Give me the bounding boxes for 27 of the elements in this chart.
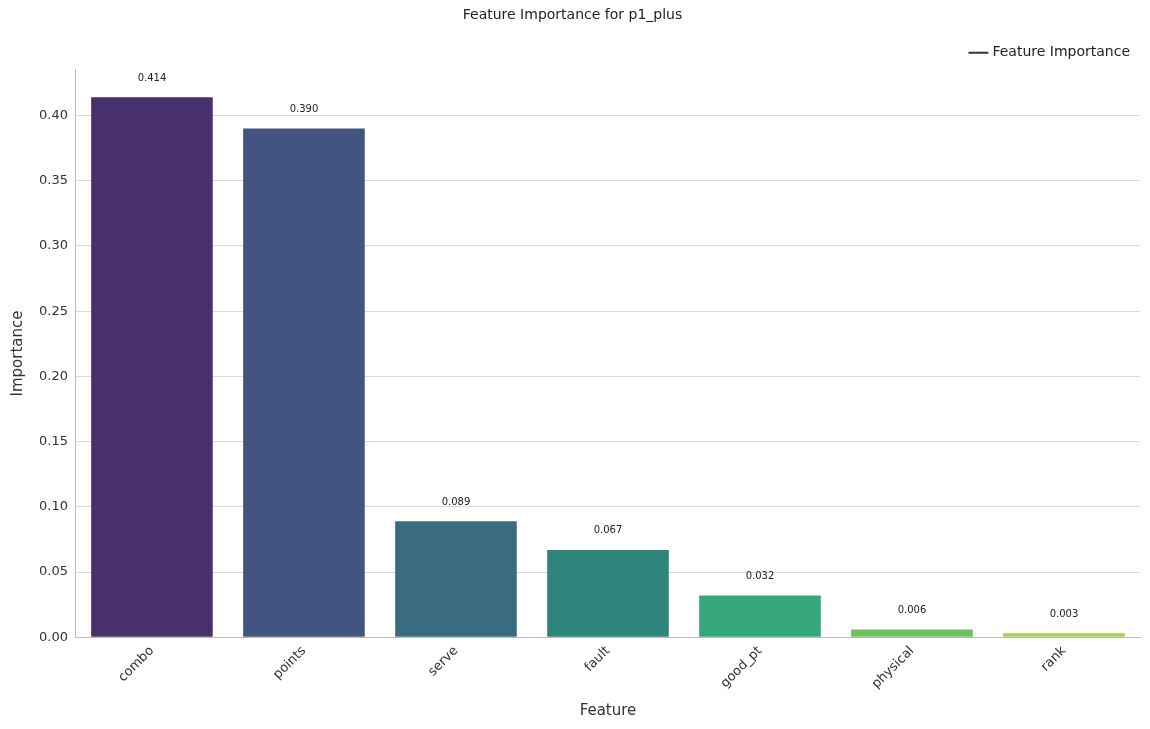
data-label: 0.006 bbox=[897, 604, 927, 616]
chart-title: Feature Importance for p1_plus bbox=[462, 6, 683, 23]
y-tick-label: 0.20 bbox=[38, 367, 68, 383]
bar bbox=[699, 595, 821, 637]
y-tick-label: 0.10 bbox=[38, 498, 68, 514]
y-tick-label: 0.25 bbox=[38, 302, 68, 318]
text: Feature Importance bbox=[992, 43, 1131, 60]
y-tick-label: 0.15 bbox=[38, 432, 68, 448]
y-axis-title: Importance bbox=[7, 310, 26, 397]
data-label: 0.032 bbox=[745, 570, 775, 582]
bar bbox=[547, 549, 669, 637]
y-tick-label: 0.40 bbox=[38, 106, 68, 122]
data-label: 0.003 bbox=[1049, 607, 1079, 619]
y-tick-label: 0.05 bbox=[38, 563, 68, 579]
bar bbox=[91, 97, 213, 637]
bar bbox=[395, 521, 517, 637]
bar bbox=[1003, 633, 1125, 637]
y-tick-label: 0.35 bbox=[38, 172, 68, 188]
data-label: 0.067 bbox=[593, 524, 623, 536]
x-axis-title: Feature bbox=[579, 700, 637, 719]
y-tick-label: 0.00 bbox=[38, 628, 68, 644]
data-label: 0.390 bbox=[289, 103, 319, 115]
bar bbox=[851, 629, 973, 637]
y-tick-label: 0.30 bbox=[38, 237, 68, 253]
data-label: 0.414 bbox=[137, 71, 167, 83]
data-label: 0.089 bbox=[441, 495, 471, 507]
bar bbox=[243, 128, 365, 637]
